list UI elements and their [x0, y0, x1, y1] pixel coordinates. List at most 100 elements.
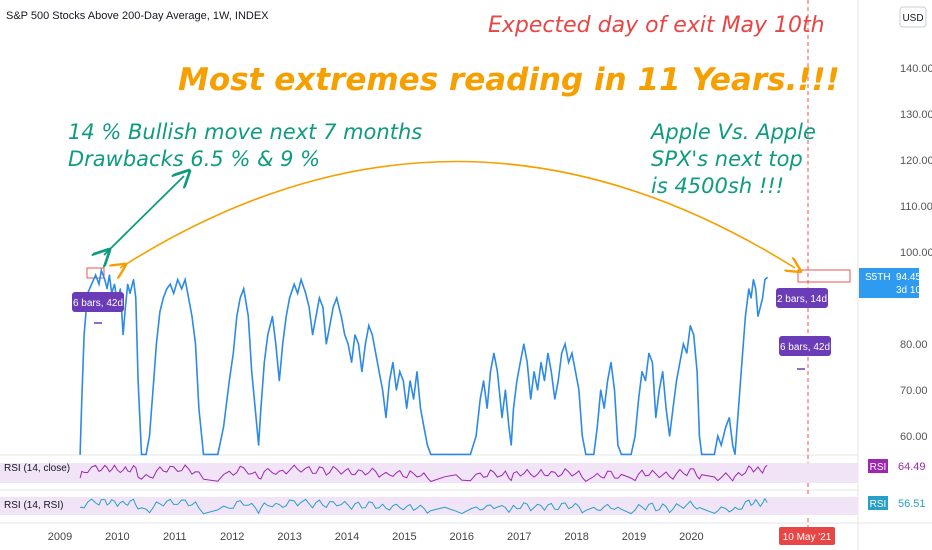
data-point [510, 444, 512, 446]
data-point [312, 334, 314, 336]
data-point [732, 444, 734, 446]
data-point [519, 361, 521, 363]
data-point [672, 407, 674, 409]
data-point [413, 398, 415, 400]
data-point [217, 453, 219, 455]
exit-note: Expected day of exit May 10th [488, 13, 825, 38]
data-point [184, 279, 186, 281]
data-point [108, 274, 110, 276]
rsi1-badge-name: RSI [870, 462, 887, 473]
data-point [181, 288, 183, 290]
data-point [689, 325, 691, 327]
data-point [382, 389, 384, 391]
data-point [530, 398, 532, 400]
data-point [603, 407, 605, 409]
data-point [655, 417, 657, 419]
price-badge-ticker: S5TH [865, 272, 891, 283]
data-point [278, 380, 280, 382]
y-tick-label: 100.00 [900, 247, 932, 259]
tag-right-bottom [779, 336, 831, 356]
data-point [638, 398, 640, 400]
data-point [748, 288, 750, 290]
data-point [271, 315, 273, 317]
data-point [455, 453, 457, 455]
rsi2-badge-name-bg [868, 496, 888, 510]
data-point [236, 315, 238, 317]
tag-right-top-text: 2 bars, 14d [777, 294, 827, 305]
data-point [297, 292, 299, 294]
data-point [713, 453, 716, 455]
y-tick-label: 120.00 [900, 155, 932, 167]
data-point [728, 417, 730, 419]
data-point [305, 292, 307, 294]
data-point [675, 380, 678, 382]
data-point [658, 389, 660, 391]
data-point [198, 407, 200, 409]
data-point [260, 407, 262, 409]
data-point [329, 325, 331, 327]
data-point [228, 380, 230, 382]
data-point [202, 453, 205, 455]
data-point [395, 389, 397, 391]
x-tick-label: 2010 [105, 531, 129, 543]
right-note-3: is 4500sh !!! [651, 174, 784, 198]
data-point [648, 352, 650, 354]
data-point [388, 380, 391, 382]
price-badge-value: 94.45 [896, 272, 921, 283]
x-tick-label: 2009 [48, 531, 72, 543]
data-point [461, 453, 463, 455]
x-tick-label: 2014 [335, 531, 359, 543]
data-point [129, 292, 131, 294]
data-point [547, 352, 549, 354]
data-point [750, 297, 752, 299]
data-point [508, 426, 510, 428]
data-point [581, 435, 583, 437]
data-point [701, 453, 703, 455]
price-badge-countdown: 3d 10h [896, 285, 927, 296]
data-point [152, 389, 154, 391]
data-point [223, 426, 225, 428]
data-point [764, 279, 766, 281]
data-point [406, 407, 408, 409]
data-point [757, 315, 759, 317]
data-point [682, 343, 685, 345]
left-extreme-box [86, 267, 105, 279]
data-point [166, 288, 168, 290]
data-point [479, 398, 481, 400]
currency-button[interactable] [899, 6, 927, 28]
data-point [79, 453, 81, 455]
data-point [243, 288, 245, 290]
data-point [402, 380, 404, 382]
x-tick-label: 2019 [622, 531, 646, 543]
data-point [135, 297, 137, 299]
data-point [322, 306, 324, 308]
data-point [741, 361, 743, 363]
data-point [289, 297, 291, 299]
headline: Most extremes reading in 11 Years.!!! [178, 62, 840, 98]
data-point [607, 380, 609, 382]
data-point [698, 435, 701, 437]
data-point [124, 306, 126, 308]
right-note-2: SPX's next top [651, 147, 803, 171]
data-point [132, 279, 135, 281]
x-tick-label: 2018 [564, 531, 588, 543]
data-point [325, 343, 327, 345]
data-point [734, 453, 736, 455]
right-extreme-box [797, 269, 851, 283]
data-point [512, 407, 515, 409]
data-point [251, 371, 253, 373]
data-point [725, 426, 727, 428]
data-point [574, 371, 577, 373]
data-point [737, 407, 740, 409]
data-point [399, 371, 401, 373]
data-point [145, 453, 147, 455]
data-point [419, 407, 422, 409]
data-point [543, 380, 546, 382]
data-point [83, 334, 85, 336]
data-point [679, 361, 681, 363]
data-point [489, 371, 492, 373]
data-point [354, 334, 356, 336]
data-point [744, 315, 747, 317]
data-point [600, 389, 602, 391]
